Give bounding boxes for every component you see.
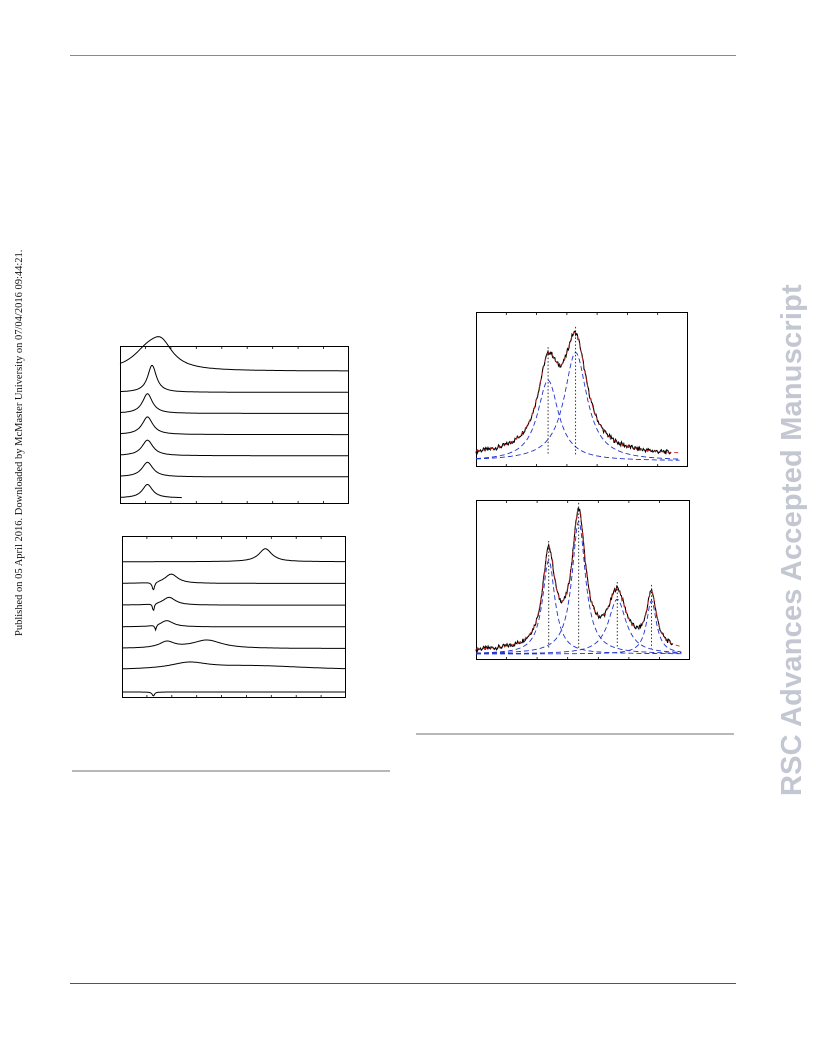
spectrum-line-3 xyxy=(122,596,346,612)
stacked-spectra-upper xyxy=(119,336,349,504)
plot-frame xyxy=(476,500,690,660)
spectrum-line-5 xyxy=(119,439,349,457)
right-column-separator xyxy=(416,733,734,735)
spectrum-line-4 xyxy=(122,620,346,632)
spectrum-line-6 xyxy=(119,461,349,478)
spectrum-line-2 xyxy=(119,364,349,393)
spectrum-line-1 xyxy=(119,336,349,372)
spectrum-line-4 xyxy=(119,416,349,436)
left-column-separator xyxy=(72,770,390,772)
plot-frame xyxy=(120,346,349,504)
spectrum-line-1 xyxy=(122,548,346,563)
fit-component-2 xyxy=(475,379,680,461)
spectrum-line-6 xyxy=(122,661,347,670)
measured-spectrum-line xyxy=(475,507,674,654)
deconvolution-chart-top xyxy=(475,312,688,467)
download-note: Published on 05 April 2016. Downloaded b… xyxy=(14,249,25,636)
plot-frame xyxy=(476,312,688,467)
accepted-manuscript-watermark: RSC Advances Accepted Manuscript xyxy=(776,284,808,796)
fit-component-2 xyxy=(476,559,682,655)
fit-component-5 xyxy=(476,600,682,655)
spectrum-line-7 xyxy=(120,484,182,499)
fit-component-3 xyxy=(475,352,680,460)
stacked-spectra-lower xyxy=(122,536,347,698)
deconvolution-chart-bottom xyxy=(475,500,690,660)
header-rule xyxy=(70,55,736,56)
fit-envelope-line xyxy=(475,332,680,454)
spectrum-line-5 xyxy=(122,639,346,649)
measured-spectrum-line xyxy=(475,330,672,455)
footer-rule xyxy=(70,983,736,984)
spectrum-line-7 xyxy=(122,691,346,697)
spectrum-line-2 xyxy=(122,573,346,591)
fit-envelope-line xyxy=(476,508,682,650)
plot-frame xyxy=(122,536,346,698)
spectrum-line-3 xyxy=(120,393,349,414)
